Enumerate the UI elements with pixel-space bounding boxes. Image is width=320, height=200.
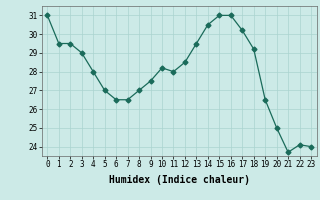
X-axis label: Humidex (Indice chaleur): Humidex (Indice chaleur) — [109, 175, 250, 185]
